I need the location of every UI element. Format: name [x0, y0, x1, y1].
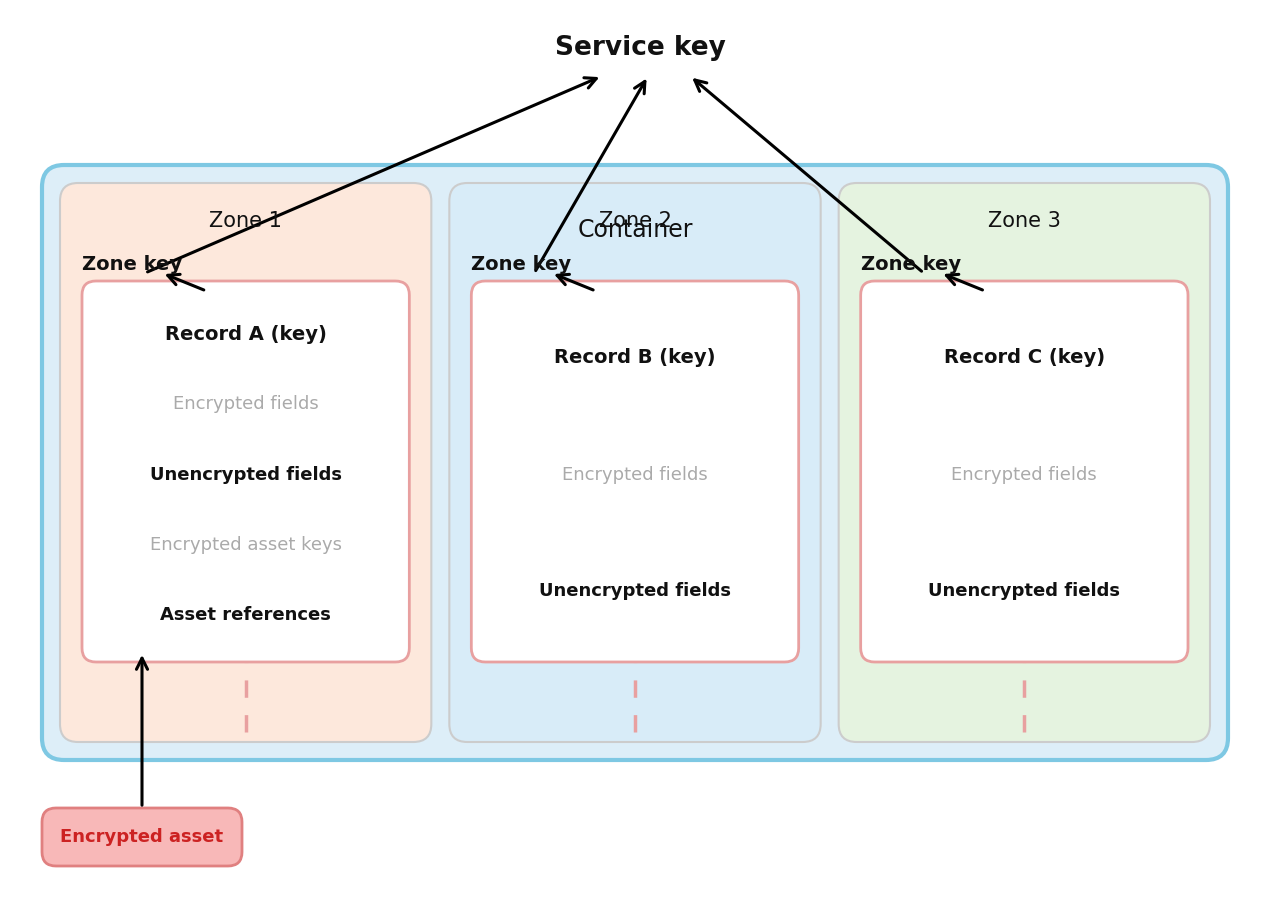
Text: Encrypted asset: Encrypted asset	[61, 828, 223, 846]
Text: Unencrypted fields: Unencrypted fields	[150, 465, 341, 484]
Text: Encrypted fields: Encrypted fields	[173, 395, 319, 414]
Text: Encrypted fields: Encrypted fields	[562, 465, 708, 484]
Text: Container: Container	[577, 218, 693, 242]
Text: Asset references: Asset references	[160, 605, 331, 624]
Text: Encrypted asset keys: Encrypted asset keys	[150, 535, 341, 554]
Text: Unencrypted fields: Unencrypted fields	[929, 582, 1121, 601]
FancyBboxPatch shape	[42, 165, 1228, 760]
Text: Zone key: Zone key	[471, 256, 571, 274]
Text: Record A (key): Record A (key)	[165, 325, 326, 343]
Text: Zone 2: Zone 2	[599, 211, 671, 231]
Text: Zone 3: Zone 3	[987, 211, 1061, 231]
Text: Encrypted fields: Encrypted fields	[952, 465, 1098, 484]
Text: Unencrypted fields: Unencrypted fields	[539, 582, 731, 601]
FancyBboxPatch shape	[82, 281, 410, 662]
Text: Zone 1: Zone 1	[209, 211, 282, 231]
Text: Zone key: Zone key	[82, 256, 183, 274]
Text: Record B (key): Record B (key)	[555, 348, 716, 367]
FancyBboxPatch shape	[449, 183, 821, 742]
FancyBboxPatch shape	[42, 808, 242, 866]
FancyBboxPatch shape	[860, 281, 1188, 662]
FancyBboxPatch shape	[839, 183, 1211, 742]
Text: Zone key: Zone key	[860, 256, 961, 274]
FancyBboxPatch shape	[60, 183, 431, 742]
FancyBboxPatch shape	[471, 281, 798, 662]
Text: Service key: Service key	[555, 35, 726, 61]
Text: Record C (key): Record C (key)	[944, 348, 1105, 367]
